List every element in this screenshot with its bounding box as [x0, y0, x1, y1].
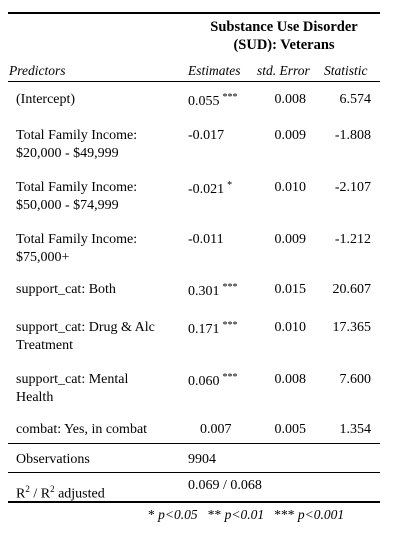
- row-estimate: 0.060 ***: [188, 372, 238, 389]
- row-predictor-income-50k: Total Family Income: $50,000 - $74,999: [16, 180, 138, 213]
- row-estimate: -0.021 *: [188, 180, 233, 197]
- r2-value: 0.069 / 0.068: [188, 478, 262, 493]
- table-top-rule: [8, 12, 380, 14]
- r2-label: R2 / R2 adjusted: [16, 484, 105, 502]
- row-std-error: 0.008: [274, 92, 307, 107]
- row-statistic: -1.212: [334, 232, 371, 247]
- significance-stars: ***: [222, 92, 238, 103]
- row-std-error: 0.005: [274, 422, 307, 437]
- observations-label: Observations: [16, 452, 90, 467]
- observations-value: 9904: [188, 452, 216, 467]
- row-estimate: 0.171 ***: [188, 320, 238, 337]
- row-estimate: 0.007: [200, 422, 232, 437]
- row-statistic: 6.574: [339, 92, 372, 107]
- row-predictor-combat: combat: Yes, in combat: [16, 422, 148, 437]
- model-title-line2: (SUD): Veterans: [233, 37, 335, 53]
- row-statistic: 20.607: [332, 282, 372, 297]
- row-predictor-support-mental-health: support_cat: Mental Health: [16, 372, 129, 405]
- row-statistic: 1.354: [339, 422, 372, 437]
- header-std-error: std. Error: [257, 63, 310, 78]
- observations-rule: [8, 472, 380, 473]
- row-std-error: 0.010: [274, 320, 307, 335]
- row-statistic: 17.365: [332, 320, 372, 335]
- row-estimate: -0.017: [188, 128, 225, 143]
- table-bottom-rule: [8, 501, 380, 503]
- row-std-error: 0.015: [274, 282, 307, 297]
- row-predictor-intercept: (Intercept): [16, 92, 76, 107]
- header-predictors: Predictors: [9, 63, 66, 78]
- row-estimate: -0.011: [188, 232, 224, 247]
- header-statistic: Statistic: [324, 63, 368, 78]
- body-rule: [8, 443, 380, 444]
- row-statistic: -2.107: [334, 180, 371, 195]
- significance-footnote: * p<0.05 ** p<0.01 *** p<0.001: [148, 507, 345, 522]
- row-std-error: 0.010: [274, 180, 307, 195]
- row-std-error: 0.009: [274, 128, 307, 143]
- row-predictor-income-20k: Total Family Income: $20,000 - $49,999: [16, 128, 138, 161]
- row-predictor-support-drug-alc: support_cat: Drug & Alc Treatment: [16, 320, 155, 353]
- row-predictor-support-both: support_cat: Both: [16, 282, 116, 297]
- row-statistic: 7.600: [339, 372, 372, 387]
- row-statistic: -1.808: [334, 128, 371, 143]
- header-estimates: Estimates: [188, 63, 241, 78]
- row-std-error: 0.008: [274, 372, 307, 387]
- row-predictor-income-75k: Total Family Income: $75,000+: [16, 232, 138, 265]
- row-estimate: 0.055 ***: [188, 92, 238, 109]
- row-std-error: 0.009: [274, 232, 307, 247]
- model-title-line1: Substance Use Disorder: [210, 19, 358, 35]
- header-rule: [8, 81, 380, 82]
- row-estimate: 0.301 ***: [188, 282, 238, 299]
